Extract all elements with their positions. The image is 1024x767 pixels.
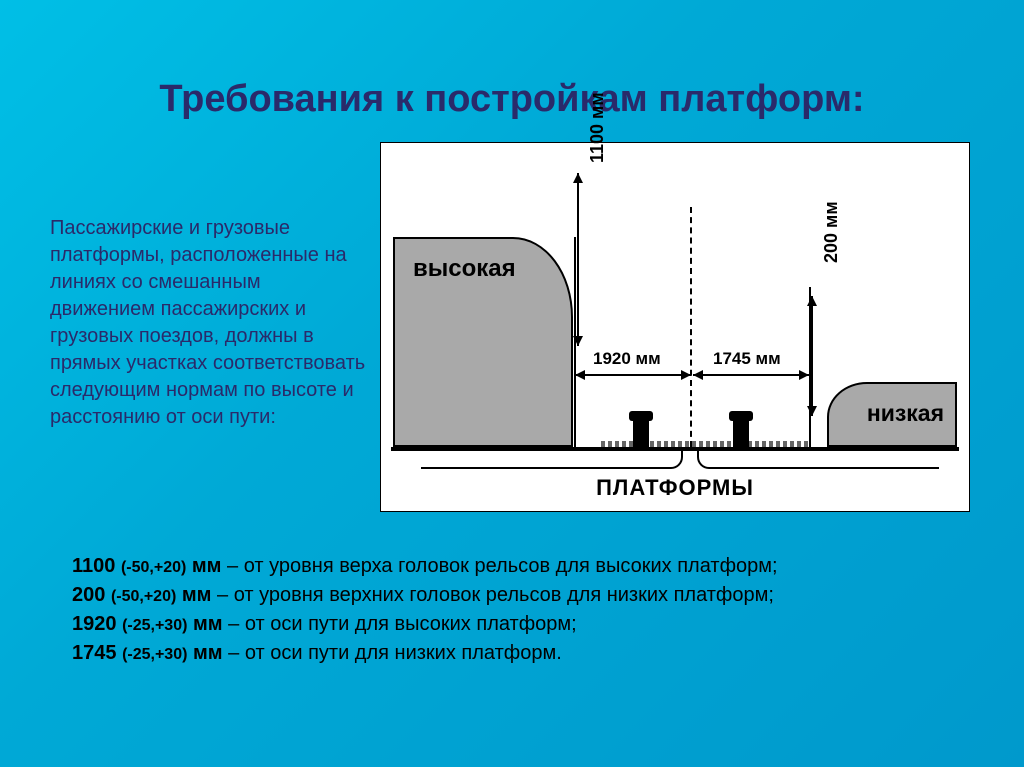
spec-unit: мм <box>182 584 212 606</box>
dim-label-200: 200 мм <box>821 173 842 263</box>
dim-line-1920 <box>575 374 691 376</box>
spec-list: 1100 (-50,+20) мм – от уровня верха голо… <box>72 552 964 668</box>
label-high: высокая <box>413 255 516 283</box>
spec-number: 200 <box>72 584 105 606</box>
spec-row: 1920 (-25,+30) мм – от оси пути для высо… <box>72 610 964 639</box>
spec-unit: мм <box>193 642 223 664</box>
intro-text: Пассажирские и грузовые платформы, распо… <box>50 215 368 431</box>
dim-label-1745: 1745 мм <box>713 349 781 369</box>
spec-tolerance: (-25,+30) <box>122 646 187 663</box>
slide-title: Требования к постройкам платформ: <box>60 78 964 121</box>
spec-desc: – от оси пути для высоких платформ; <box>228 613 577 635</box>
platforms-caption: ПЛАТФОРМЫ <box>381 475 969 501</box>
spec-unit: мм <box>193 613 223 635</box>
brace-left <box>421 449 683 469</box>
spec-desc: – от оси пути для низких платформ. <box>228 642 562 664</box>
spec-desc: – от уровня верха головок рельсов для вы… <box>227 555 778 577</box>
spec-row: 200 (-50,+20) мм – от уровня верхних гол… <box>72 581 964 610</box>
dim-label-1920: 1920 мм <box>593 349 661 369</box>
slide: Требования к постройкам платформ: Пассаж… <box>0 0 1024 767</box>
spec-tolerance: (-50,+20) <box>121 559 186 576</box>
rail-right <box>733 419 749 447</box>
dim-line-200 <box>811 296 813 416</box>
dim-line-1745 <box>693 374 809 376</box>
track-axis <box>690 207 692 447</box>
spec-tolerance: (-25,+30) <box>122 617 187 634</box>
label-low: низкая <box>867 400 944 427</box>
dim-label-1100: 1100 мм <box>587 63 608 163</box>
spec-number: 1100 <box>72 555 115 577</box>
spec-tolerance: (-50,+20) <box>111 588 176 605</box>
dim-line-1100 <box>577 173 579 346</box>
spec-row: 1100 (-50,+20) мм – от уровня верха голо… <box>72 552 964 581</box>
spec-desc: – от уровня верхних головок рельсов для … <box>217 584 774 606</box>
spec-row: 1745 (-25,+30) мм – от оси пути для низк… <box>72 639 964 668</box>
platform-diagram: 1100 мм 200 мм 1920 мм 1745 мм высокая н… <box>380 142 970 512</box>
brace-right <box>697 449 939 469</box>
rail-left <box>633 419 649 447</box>
spec-number: 1745 <box>72 642 117 664</box>
spec-unit: мм <box>192 555 222 577</box>
spec-number: 1920 <box>72 613 117 635</box>
